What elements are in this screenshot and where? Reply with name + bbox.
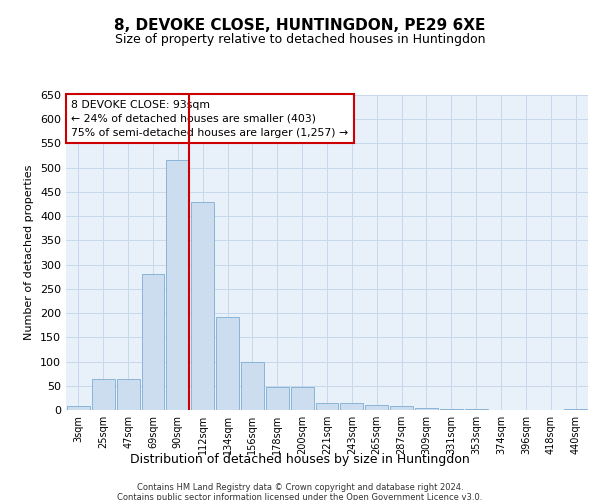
Bar <box>67 406 90 410</box>
Bar <box>340 402 363 410</box>
Bar <box>440 408 463 410</box>
Bar <box>465 408 488 410</box>
Text: 8, DEVOKE CLOSE, HUNTINGDON, PE29 6XE: 8, DEVOKE CLOSE, HUNTINGDON, PE29 6XE <box>115 18 485 32</box>
Bar <box>316 402 338 410</box>
Bar <box>415 408 438 410</box>
Bar <box>216 317 239 410</box>
Y-axis label: Number of detached properties: Number of detached properties <box>25 165 34 340</box>
Bar <box>117 380 140 410</box>
Text: Size of property relative to detached houses in Huntingdon: Size of property relative to detached ho… <box>115 32 485 46</box>
Bar <box>142 274 164 410</box>
Bar <box>365 405 388 410</box>
Text: Contains HM Land Registry data © Crown copyright and database right 2024.: Contains HM Land Registry data © Crown c… <box>137 482 463 492</box>
Bar <box>166 160 189 410</box>
Bar <box>266 387 289 410</box>
Bar <box>241 362 264 410</box>
Text: Contains public sector information licensed under the Open Government Licence v3: Contains public sector information licen… <box>118 492 482 500</box>
Text: Distribution of detached houses by size in Huntingdon: Distribution of detached houses by size … <box>130 452 470 466</box>
Bar <box>564 409 587 410</box>
Bar <box>92 380 115 410</box>
Bar <box>191 202 214 410</box>
Text: 8 DEVOKE CLOSE: 93sqm
← 24% of detached houses are smaller (403)
75% of semi-det: 8 DEVOKE CLOSE: 93sqm ← 24% of detached … <box>71 100 349 138</box>
Bar <box>390 406 413 410</box>
Bar <box>291 387 314 410</box>
